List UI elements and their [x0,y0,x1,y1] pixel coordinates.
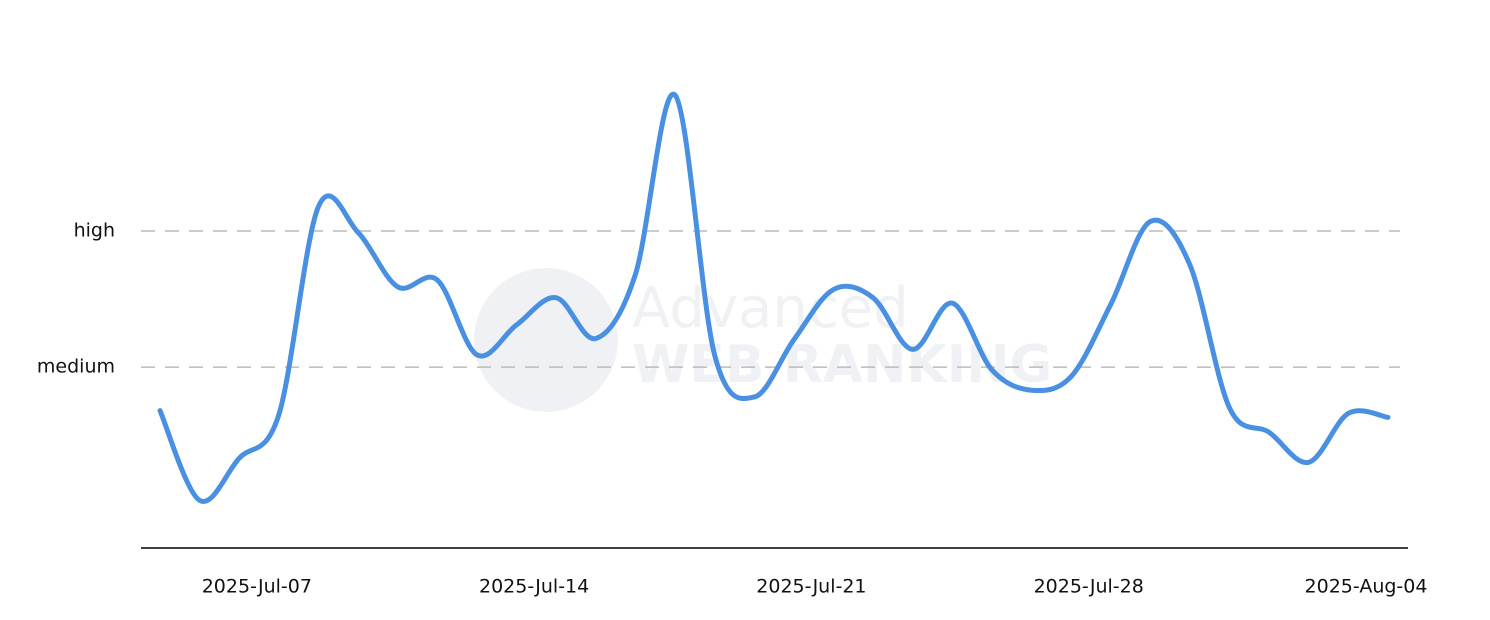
x-tick-label: 2025-Jul-07 [202,576,312,598]
line-series [157,91,1391,504]
watermark-text: WEB RANKING [632,335,1052,395]
x-tick-label: 2025-Aug-04 [1305,576,1428,598]
watermark: Advanced WEB RANKING [474,268,1052,412]
watermark-text: Advanced [632,276,909,341]
x-tick-label: 2025-Jul-28 [1034,576,1144,598]
x-tick-label: 2025-Jul-14 [479,576,589,598]
y-tick-label: high [74,220,115,242]
y-tick-label: medium [37,356,115,378]
watermark-logo [474,268,618,412]
x-tick-label: 2025-Jul-21 [756,576,866,598]
